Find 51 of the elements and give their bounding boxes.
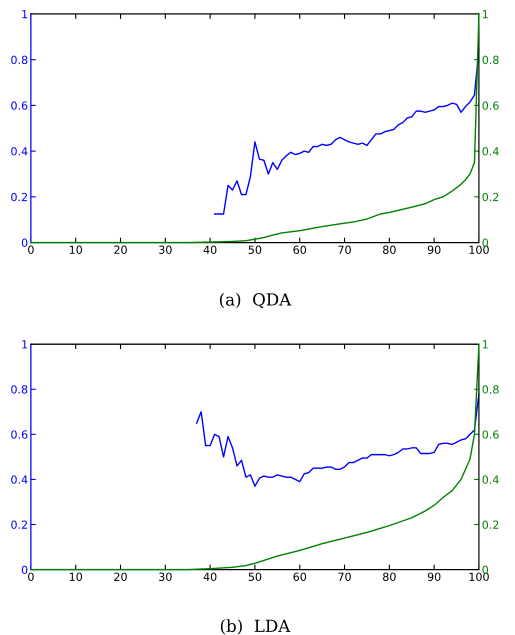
y2-tick-label: 0.2 xyxy=(482,520,498,529)
x-tick-label: 100 xyxy=(470,572,489,581)
y2-tick-label: 1 xyxy=(482,10,488,18)
y2-tick-label: 0.8 xyxy=(482,385,499,394)
y-tick-label: 1 xyxy=(22,340,28,348)
y-tick-label: 0.2 xyxy=(11,520,28,529)
x-tick-label: 40 xyxy=(204,572,216,581)
y-tick-label: 1 xyxy=(22,10,28,18)
x-tick-label: 70 xyxy=(338,572,351,581)
x-tick-label: 40 xyxy=(204,246,216,254)
x-tick-label: 90 xyxy=(428,572,440,581)
x-tick-label: 20 xyxy=(114,246,127,254)
x-tick-label: 30 xyxy=(159,572,172,581)
line-series xyxy=(30,13,480,244)
y-tick-label: 0.6 xyxy=(11,101,28,110)
text: (b) LDA xyxy=(220,619,290,634)
x-tick-label: 30 xyxy=(159,246,172,254)
text: (a) QDA xyxy=(220,292,292,308)
x-tick-label: 100 xyxy=(470,246,489,254)
x-tick-label: 70 xyxy=(338,246,351,254)
y-tick-label: 0 xyxy=(22,238,28,247)
y-tick-label: 0 xyxy=(22,566,28,574)
x-tick-label: 80 xyxy=(383,572,396,581)
line-series xyxy=(196,393,480,487)
x-tick-label: 50 xyxy=(248,246,262,254)
x-tick-label: 60 xyxy=(293,572,306,581)
x-tick-label: 10 xyxy=(70,246,82,254)
y2-tick-label: 0.8 xyxy=(482,56,499,64)
x-tick-label: 20 xyxy=(114,572,127,581)
y2-tick-label: 0 xyxy=(482,238,488,247)
x-tick-label: 0 xyxy=(28,572,34,581)
y-tick-label: 0.8 xyxy=(11,385,28,394)
y-tick-label: 0.2 xyxy=(11,192,28,202)
y2-tick-label: 0.6 xyxy=(482,430,499,439)
y2-tick-label: 0 xyxy=(482,566,488,574)
y-tick-label: 0.6 xyxy=(11,430,28,439)
x-tick-label: 0 xyxy=(28,246,34,254)
y2-tick-label: 1 xyxy=(482,340,488,348)
y2-tick-label: 0.2 xyxy=(482,192,498,202)
x-tick-label: 60 xyxy=(293,246,306,254)
y2-tick-label: 0.4 xyxy=(482,147,499,156)
y-tick-label: 0.4 xyxy=(11,475,28,484)
x-tick-label: 80 xyxy=(383,246,396,254)
line-series xyxy=(30,343,480,570)
y-tick-label: 0.4 xyxy=(11,147,28,156)
y-tick-label: 0.8 xyxy=(11,56,28,64)
y2-tick-label: 0.6 xyxy=(482,101,499,110)
x-tick-label: 90 xyxy=(428,246,440,254)
x-tick-label: 50 xyxy=(248,572,262,581)
y2-tick-label: 0.4 xyxy=(482,475,499,484)
x-tick-label: 10 xyxy=(70,572,82,581)
